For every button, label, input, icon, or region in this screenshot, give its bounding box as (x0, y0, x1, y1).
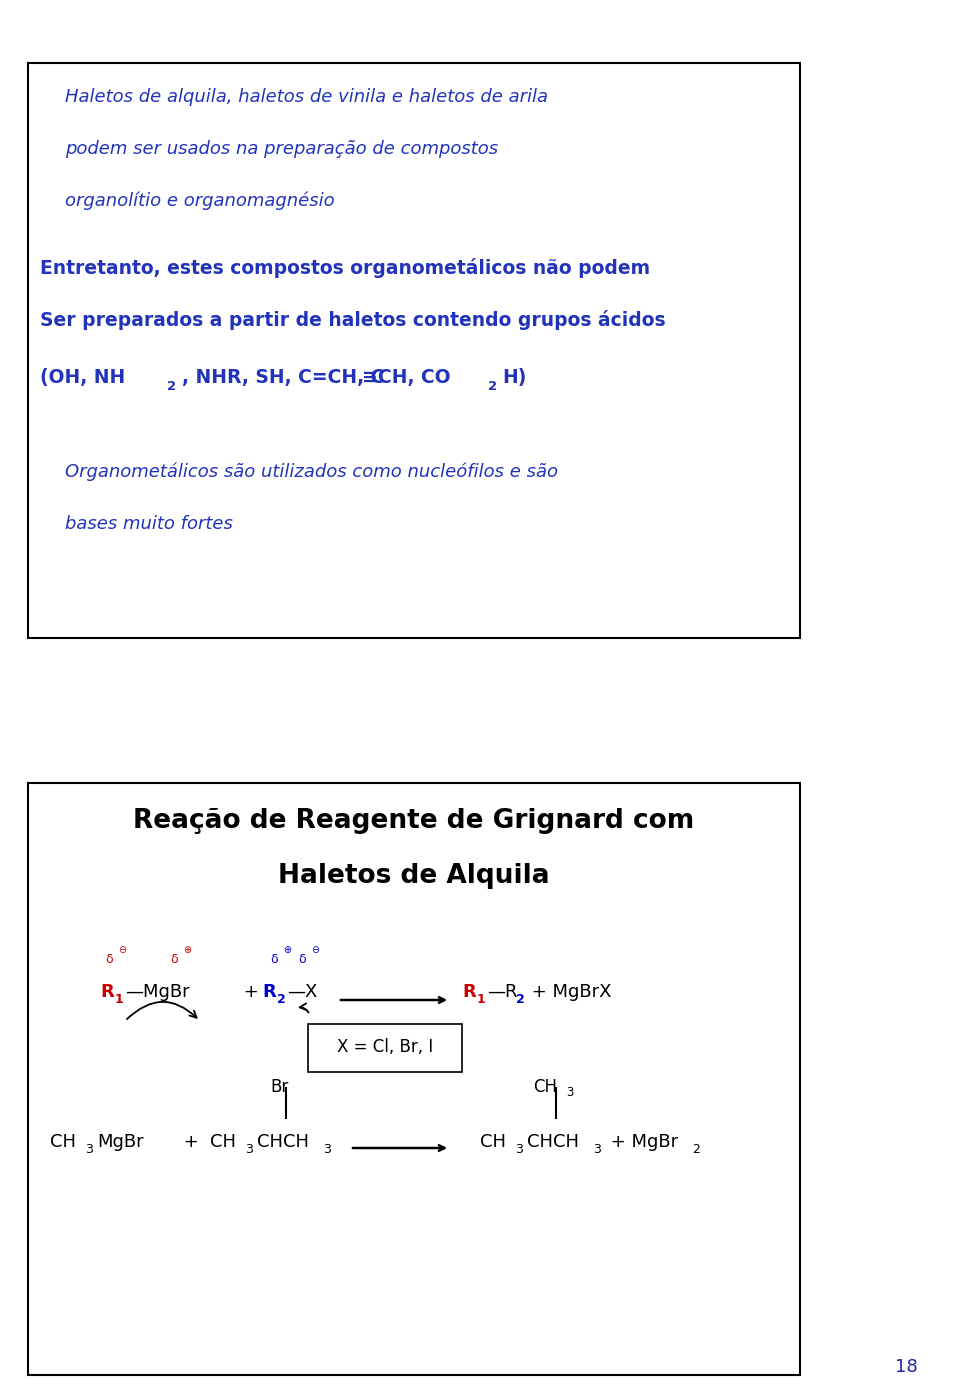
Text: ⊕: ⊕ (283, 944, 291, 956)
FancyArrowPatch shape (127, 1002, 197, 1020)
Text: 3: 3 (515, 1144, 523, 1156)
Text: 2: 2 (516, 993, 525, 1006)
Text: δ: δ (298, 953, 305, 965)
Text: X = Cl, Br, I: X = Cl, Br, I (337, 1038, 433, 1056)
Text: 3: 3 (323, 1144, 331, 1156)
Text: 18: 18 (895, 1358, 918, 1376)
Text: 3: 3 (566, 1087, 573, 1099)
Text: δ: δ (105, 953, 112, 965)
Text: —MgBr: —MgBr (125, 983, 190, 1002)
Text: MgBr: MgBr (97, 1133, 144, 1151)
Text: ≡: ≡ (362, 368, 377, 387)
Text: 2: 2 (488, 380, 497, 393)
Text: Haletos de alquila, haletos de vinila e haletos de arila: Haletos de alquila, haletos de vinila e … (65, 88, 548, 106)
Text: + MgBrX: + MgBrX (526, 983, 612, 1002)
Text: 2: 2 (692, 1144, 700, 1156)
Text: , NHR, SH, C=CH, C: , NHR, SH, C=CH, C (182, 368, 384, 387)
Text: +: + (238, 983, 259, 1002)
Text: ⊖: ⊖ (118, 944, 126, 956)
Text: 3: 3 (245, 1144, 252, 1156)
Text: δ: δ (170, 953, 178, 965)
Text: CHCH: CHCH (527, 1133, 579, 1151)
Text: 1: 1 (115, 993, 124, 1006)
Text: 3: 3 (85, 1144, 93, 1156)
Text: (OH, NH: (OH, NH (40, 368, 125, 387)
FancyArrowPatch shape (300, 1003, 308, 1013)
Text: podem ser usados na preparação de compostos: podem ser usados na preparação de compos… (65, 141, 498, 157)
Text: CHCH: CHCH (257, 1133, 309, 1151)
Text: +: + (178, 1133, 199, 1151)
Text: 2: 2 (167, 380, 176, 393)
Bar (28, 63, 800, 638)
Bar (28, 783, 800, 1375)
Text: + MgBr: + MgBr (605, 1133, 678, 1151)
Text: ⊕: ⊕ (183, 944, 191, 956)
Text: organolítio e organomagnésio: organolítio e organomagnésio (65, 192, 335, 210)
Text: 1: 1 (477, 993, 486, 1006)
Text: R: R (262, 983, 276, 1002)
Text: H): H) (502, 368, 526, 387)
Text: δ: δ (270, 953, 277, 965)
Text: Haletos de Alquila: Haletos de Alquila (278, 864, 550, 889)
Text: CH: CH (480, 1133, 506, 1151)
Text: CH, CO: CH, CO (378, 368, 450, 387)
Text: —R: —R (487, 983, 517, 1002)
Text: Entretanto, estes compostos organometálicos não podem: Entretanto, estes compostos organometáli… (40, 258, 650, 279)
Text: Br: Br (270, 1078, 288, 1096)
Text: Ser preparados a partir de haletos contendo grupos ácidos: Ser preparados a partir de haletos conte… (40, 311, 665, 330)
FancyBboxPatch shape (308, 1024, 462, 1073)
Text: Organometálicos são utilizados como nucleófilos e são: Organometálicos são utilizados como nucl… (65, 462, 558, 482)
Text: 2: 2 (277, 993, 286, 1006)
Text: ⊖: ⊖ (311, 944, 319, 956)
Text: R: R (100, 983, 113, 1002)
Text: —X: —X (287, 983, 318, 1002)
Text: bases muito fortes: bases muito fortes (65, 515, 233, 534)
Text: CH: CH (50, 1133, 76, 1151)
Text: 3: 3 (593, 1144, 601, 1156)
Text: Reação de Reagente de Grignard com: Reação de Reagente de Grignard com (133, 808, 695, 834)
Text: CH: CH (210, 1133, 236, 1151)
Text: CH: CH (533, 1078, 557, 1096)
Text: R: R (462, 983, 476, 1002)
